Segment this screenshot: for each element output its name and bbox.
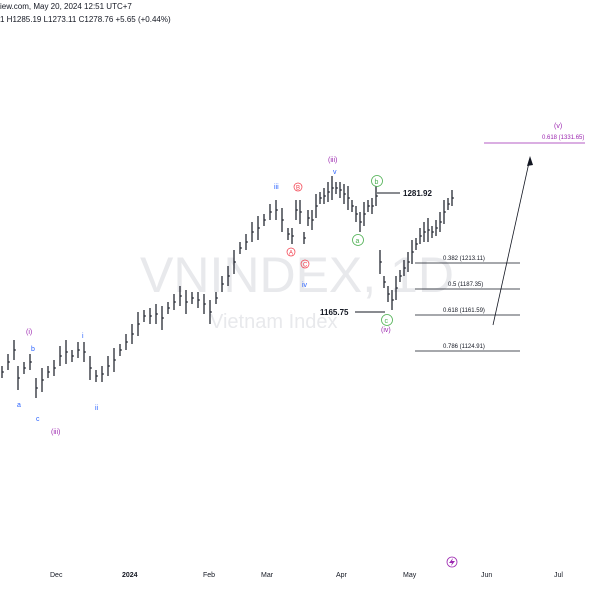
fib-label-0786: 0.786 (1124.91) (443, 344, 485, 350)
wave-b-circle (371, 175, 383, 187)
wave-B-circ: B (296, 186, 300, 192)
wave-ii: ii (95, 405, 99, 412)
high-price-label: 1281.92 (403, 189, 432, 198)
x-tick-dec: Dec (50, 572, 63, 579)
x-tick-may: May (403, 572, 417, 579)
wave-C-circle (300, 259, 310, 269)
wave-labels: (i) b a c (iii) i ii iii iv (iii) v (iv) (17, 157, 391, 436)
wave-C-circ: C (303, 263, 308, 269)
wave-B-circle (293, 182, 303, 192)
header-date: iew.com, May 20, 2024 12:51 UTC+7 (0, 2, 132, 11)
wave-iv: iv (302, 282, 308, 289)
x-tick-2024: 2024 (122, 572, 138, 579)
wave-v: v (333, 169, 337, 176)
wave-b-circ: b (375, 179, 379, 186)
chart-header: iew.com, May 20, 2024 12:51 UTC+7 1 H128… (0, 0, 600, 28)
fib-label-05: 0.5 (1187.35) (448, 282, 483, 288)
wave-i-paren: (i) (26, 329, 32, 336)
projection-arrow-line[interactable] (492, 157, 531, 326)
wave-c-circle (381, 314, 393, 326)
wave-b: b (31, 346, 35, 353)
x-tick-feb: Feb (203, 572, 215, 579)
x-tick-jun: Jun (481, 572, 492, 579)
wave-a-circle (352, 234, 364, 246)
wave-i: i (82, 333, 84, 340)
x-tick-mar: Mar (261, 572, 274, 579)
wave-c-circ: c (385, 318, 389, 325)
candles-group (1, 176, 454, 398)
watermark-name: Vietnam Index (210, 311, 338, 333)
wave-iii: iii (274, 184, 279, 191)
wave-A-circle (286, 247, 296, 257)
wave-iii-paren-top: (iii) (328, 157, 337, 164)
fib-label-0618: 0.618 (1161.59) (443, 308, 485, 314)
target-label: 0.618 (1331.65) (542, 135, 584, 141)
circled-wave-labels: B A C b a c (286, 175, 393, 326)
x-tick-apr: Apr (336, 572, 348, 579)
projection-arrowhead (527, 156, 533, 166)
wave-iii-paren-bottom: (iii) (51, 429, 60, 436)
header-ohlc: 1 H1285.19 L1273.11 C1278.76 +5.65 (+0.4… (0, 15, 171, 24)
x-axis: Dec 2024 Feb Mar Apr May Jun Jul (50, 572, 563, 579)
wave-a-circ: a (356, 238, 360, 245)
x-tick-jul: Jul (554, 572, 563, 579)
target-wave-label: (v) (554, 123, 562, 130)
lightning-icon[interactable] (446, 556, 458, 568)
watermark-symbol: VNINDEX, 1D (140, 247, 454, 303)
low-price-label: 1165.75 (320, 308, 349, 317)
wave-iv-paren: (iv) (381, 327, 391, 334)
wave-c: c (36, 416, 40, 423)
fib-retracement[interactable]: 0.382 (1213.11) 0.5 (1187.35) 0.618 (116… (415, 256, 520, 352)
fib-label-0382: 0.382 (1213.11) (443, 256, 485, 262)
wave-a: a (17, 402, 21, 409)
wave-A-circ: A (289, 251, 293, 257)
